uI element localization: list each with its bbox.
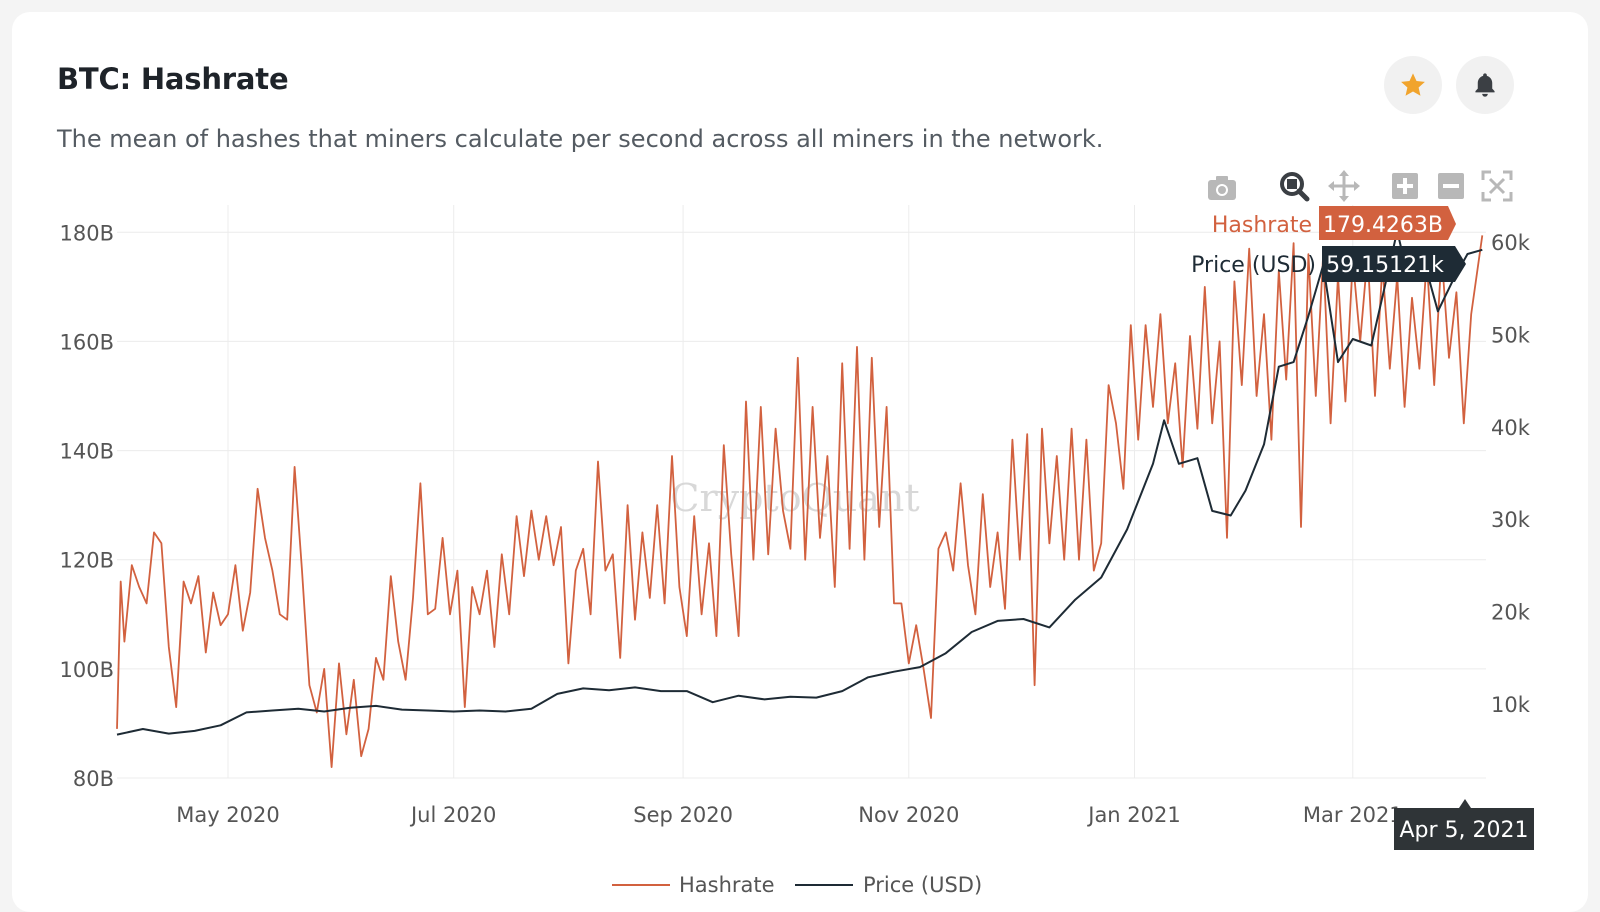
pan-icon[interactable] <box>1328 170 1360 202</box>
x-tick-label: Jan 2021 <box>1086 803 1181 827</box>
y-left-tick-label: 120B <box>60 549 115 573</box>
hashrate-hover-box <box>1319 206 1456 240</box>
y-left-tick-label: 160B <box>60 330 115 354</box>
y-right-tick-label: 40k <box>1491 416 1531 440</box>
page-title: BTC: Hashrate <box>57 62 289 96</box>
y-left-tick-label: 100B <box>60 658 115 682</box>
y-right-tick-label: 60k <box>1491 231 1531 255</box>
zoom-in-icon[interactable] <box>1392 173 1418 199</box>
chart-legend: Hashrate Price (USD) <box>612 873 982 897</box>
x-tick-label: May 2020 <box>176 803 280 827</box>
chart-card: BTC: Hashrate The mean of hashes that mi… <box>12 12 1588 912</box>
y-left-tick-label: 180B <box>60 221 115 245</box>
price-hover-value: 59.15121k <box>1326 253 1444 278</box>
date-hover-label: Apr 5, 2021 <box>1399 818 1528 843</box>
x-tick-label: Mar 2021 <box>1303 803 1403 827</box>
grid <box>117 205 1486 779</box>
page-subtitle: The mean of hashes that miners calculate… <box>57 125 1104 153</box>
alert-button[interactable] <box>1456 56 1514 114</box>
hashrate-line <box>116 235 1484 768</box>
x-tick-label: Jul 2020 <box>409 803 496 827</box>
star-icon <box>1401 73 1425 96</box>
price-line <box>116 229 1483 736</box>
y-left-tick-label: 140B <box>60 440 115 464</box>
series-layer <box>116 229 1484 768</box>
price-hover-name: Price (USD) <box>1191 253 1316 278</box>
y-right-tick-label: 20k <box>1491 601 1531 625</box>
x-tick-label: Nov 2020 <box>858 803 959 827</box>
hover-tooltip: Hashrate 179.4263B Price (USD) 59.15121k… <box>1191 206 1534 850</box>
legend-price[interactable]: Price (USD) <box>863 873 982 897</box>
chart-toolbar <box>1208 170 1513 202</box>
x-tick-label: Sep 2020 <box>633 803 733 827</box>
favorite-button[interactable] <box>1384 56 1442 114</box>
date-hover-box <box>1394 808 1534 850</box>
zoom-icon[interactable] <box>1280 172 1310 202</box>
camera-icon[interactable] <box>1208 176 1236 200</box>
y-right-tick-label: 30k <box>1491 508 1531 532</box>
bell-icon <box>1475 73 1495 97</box>
zoom-out-icon[interactable] <box>1438 173 1464 199</box>
hashrate-hover-value: 179.4263B <box>1323 213 1443 238</box>
price-hover-box <box>1322 246 1466 282</box>
axes: May 2020 Jul 2020 Sep 2020 Nov 2020 Jan 2021… <box>60 221 1531 827</box>
y-right-tick-label: 50k <box>1491 323 1531 347</box>
autoscale-icon[interactable] <box>1481 170 1513 202</box>
y-left-tick-label: 80B <box>73 767 114 791</box>
legend-hashrate[interactable]: Hashrate <box>679 873 775 897</box>
hashrate-hover-name: Hashrate <box>1212 213 1312 238</box>
y-right-tick-label: 10k <box>1491 693 1531 717</box>
